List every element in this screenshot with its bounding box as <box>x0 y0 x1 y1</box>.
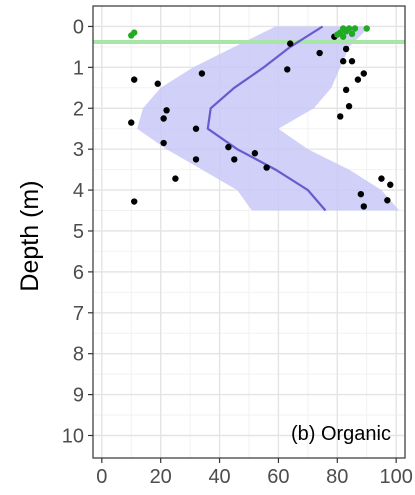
data-point <box>192 156 200 163</box>
panel-border <box>92 5 406 459</box>
y-axis: 0 1 2 3 4 5 6 7 8 9 10 <box>62 16 93 448</box>
data-point <box>360 203 367 210</box>
x-tick-label: 20 <box>150 466 172 488</box>
trend-line <box>206 25 327 212</box>
surface-data-point <box>339 33 347 40</box>
data-point <box>160 115 167 122</box>
y-tick-label: 7 <box>73 303 84 325</box>
panel-label: (b) Organic <box>291 423 391 445</box>
surface-point-series <box>128 25 370 40</box>
y-tick-label: 10 <box>62 426 84 448</box>
data-point <box>345 103 353 110</box>
y-tick-label: 8 <box>73 344 84 366</box>
data-point <box>342 86 350 94</box>
data-point <box>378 175 385 182</box>
x-tick-label: 100 <box>379 466 412 488</box>
data-point <box>154 80 161 87</box>
data-point <box>231 156 238 163</box>
data-point <box>225 143 232 151</box>
data-point <box>342 45 350 53</box>
data-point <box>131 76 138 83</box>
surface-data-point <box>342 28 350 35</box>
surface-data-point <box>334 31 341 38</box>
surface-data-point <box>348 30 356 38</box>
y-tick-label: 3 <box>73 139 84 161</box>
data-point <box>172 175 179 182</box>
x-tick-label: 80 <box>326 466 348 488</box>
x-axis: 0 20 40 60 80 100 <box>96 458 413 488</box>
x-tick-label: 40 <box>208 466 230 488</box>
data-point <box>263 164 270 171</box>
point-series <box>128 33 394 210</box>
x-tick-label: 60 <box>267 466 289 488</box>
data-point <box>316 49 323 57</box>
y-tick-label: 2 <box>73 98 84 120</box>
y-tick-label: 4 <box>73 180 84 202</box>
data-point <box>128 119 135 126</box>
y-tick-label: 9 <box>73 385 84 407</box>
surface-data-point <box>363 25 370 32</box>
y-axis-title: Depth (m) <box>16 180 44 291</box>
data-point <box>284 66 291 73</box>
data-point <box>337 113 344 120</box>
data-point <box>251 150 259 157</box>
data-point <box>357 190 365 198</box>
data-point <box>131 198 138 205</box>
data-point <box>192 125 200 132</box>
y-tick-label: 6 <box>73 262 84 284</box>
y-tick-label: 0 <box>73 16 84 38</box>
plot-panel <box>93 6 405 458</box>
data-point <box>287 40 294 47</box>
y-tick-label: 5 <box>73 221 84 243</box>
data-point <box>360 70 367 77</box>
surface-data-point <box>351 25 359 32</box>
data-point <box>163 107 170 114</box>
data-point <box>339 58 347 65</box>
data-point <box>354 76 362 83</box>
data-point <box>348 58 356 65</box>
data-point <box>198 70 206 77</box>
surface-data-point <box>128 32 135 39</box>
data-point <box>384 197 391 204</box>
data-point <box>160 139 167 147</box>
x-tick-label: 0 <box>96 466 107 488</box>
y-tick-label: 1 <box>73 57 84 79</box>
data-point <box>387 181 394 188</box>
